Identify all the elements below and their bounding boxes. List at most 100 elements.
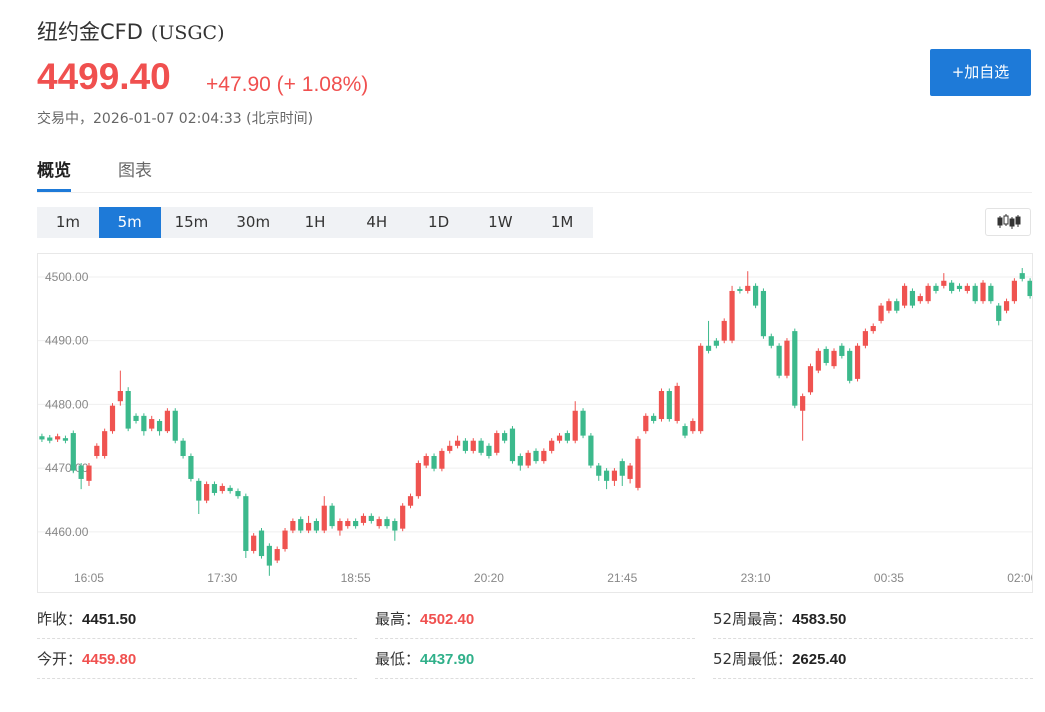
- stats: 昨收：4451.50 最高：4502.40 52周最高：4583.50 今开：4459…: [37, 599, 1033, 679]
- stat-label: 最高：: [375, 610, 421, 628]
- candle-body: [462, 440, 469, 451]
- candle-body: [815, 350, 821, 371]
- candle-icon: [997, 214, 1021, 229]
- candle-body: [674, 385, 680, 421]
- tab[interactable]: 概览: [37, 156, 71, 192]
- interval-button[interactable]: 1M: [550, 213, 574, 231]
- candle-body: [643, 415, 649, 432]
- candle-body: [651, 415, 657, 421]
- candle-body: [909, 290, 916, 306]
- instrument-title: 纽约金CFD (USGC): [37, 16, 225, 46]
- candle-body: [1011, 280, 1017, 302]
- candle-body: [494, 433, 500, 453]
- candle-body: [180, 440, 186, 457]
- candle-body: [313, 521, 320, 531]
- candle-body: [188, 456, 194, 479]
- candle-body: [745, 285, 751, 291]
- stat-item: 今开：4459.80: [37, 639, 357, 679]
- candle-body: [588, 435, 594, 466]
- candle-body: [603, 470, 610, 481]
- candle-body: [470, 440, 476, 451]
- candle-body: [776, 345, 782, 376]
- candle-body: [305, 522, 312, 531]
- candle-body: [964, 285, 970, 291]
- name: 纽约金CFD: [37, 20, 143, 44]
- interval-button[interactable]: 1W: [488, 213, 513, 231]
- candle-body: [321, 505, 327, 531]
- candle-body: [839, 345, 845, 356]
- candle-body: [407, 496, 414, 506]
- candle-body: [400, 505, 406, 529]
- candle-body: [956, 285, 963, 290]
- chart-type-button[interactable]: [985, 208, 1031, 236]
- stat-item: 昨收：4451.50: [37, 599, 357, 639]
- candle-body: [807, 366, 814, 393]
- candle-body: [258, 530, 265, 557]
- candle-body: [525, 452, 531, 466]
- change-abs: +47.90: [206, 73, 271, 96]
- divider: [37, 192, 1032, 193]
- interval-button[interactable]: 1D: [428, 213, 450, 231]
- tab[interactable]: 图表: [118, 161, 152, 181]
- candle-body: [196, 480, 202, 501]
- candle-body: [580, 410, 586, 436]
- candle-body: [55, 436, 61, 440]
- y-tick-label: 4470.00: [45, 461, 89, 475]
- status: 交易中，2026-01-07 02:04:33 (北京时间): [37, 111, 314, 127]
- candle-body: [800, 396, 806, 411]
- x-tick-label: 21:45: [607, 571, 637, 585]
- candle-body: [447, 445, 453, 451]
- interval-button[interactable]: 1m: [55, 213, 80, 231]
- candle-body: [627, 465, 633, 479]
- candle-body: [980, 282, 986, 302]
- y-tick-label: 4480.00: [45, 397, 89, 411]
- change: +47.90 (+ 1.08%): [206, 73, 368, 97]
- candlestick-chart: 4460.00 4470.00 4480.00 4490.00 4500.00 16:05…: [37, 253, 1033, 593]
- candle-body: [917, 296, 923, 302]
- x-tick-label: 02:00: [1007, 571, 1033, 585]
- candle-body: [972, 285, 978, 302]
- candle-body: [70, 433, 76, 471]
- y-tick-label: 4490.00: [45, 334, 89, 348]
- candle-body: [486, 445, 492, 457]
- candle-body: [988, 285, 994, 302]
- candle-body: [243, 496, 249, 551]
- candle-body: [164, 410, 171, 432]
- candle-body: [102, 431, 108, 457]
- x-tick-label: 00:35: [874, 571, 904, 585]
- add-watchlist-button[interactable]: +加自选: [930, 49, 1031, 96]
- candle-body: [329, 505, 335, 527]
- candle-body: [878, 305, 884, 321]
- interval-bar: 1m 5m 15m 30m 1H 4H 1D 1W 1M: [37, 207, 593, 238]
- candle-body: [894, 301, 900, 311]
- x-tick-label: 16:05: [74, 571, 104, 585]
- candle-body: [862, 331, 868, 346]
- candle-body: [886, 301, 892, 311]
- candle-body: [156, 420, 163, 432]
- candle-body: [368, 515, 374, 522]
- candle-body: [541, 450, 547, 462]
- candle-body: [823, 348, 829, 363]
- y-tick-label: 4460.00: [45, 525, 89, 539]
- candle-body: [227, 487, 233, 492]
- interval-button[interactable]: 1H: [304, 213, 326, 231]
- candle-body: [870, 326, 876, 332]
- candle-body: [831, 350, 837, 367]
- candle-body: [996, 305, 1002, 321]
- interval-button[interactable]: 4H: [366, 213, 388, 231]
- stat-label: 昨收：: [37, 610, 83, 628]
- x-tick-label: 20:20: [474, 571, 504, 585]
- candle-body: [705, 345, 712, 351]
- interval-button[interactable]: 5m: [98, 207, 161, 238]
- x-tick-label: 17:30: [207, 571, 237, 585]
- candle-body: [752, 285, 759, 306]
- interval-button[interactable]: 15m: [174, 213, 209, 231]
- candle-body: [141, 415, 147, 432]
- candle-body: [619, 461, 625, 476]
- stat-value: 4459.80: [82, 651, 137, 668]
- candle-body: [784, 340, 790, 376]
- candle-body: [39, 436, 45, 440]
- candle-body: [86, 465, 92, 481]
- candle-body: [337, 521, 343, 531]
- interval-button[interactable]: 30m: [236, 213, 271, 231]
